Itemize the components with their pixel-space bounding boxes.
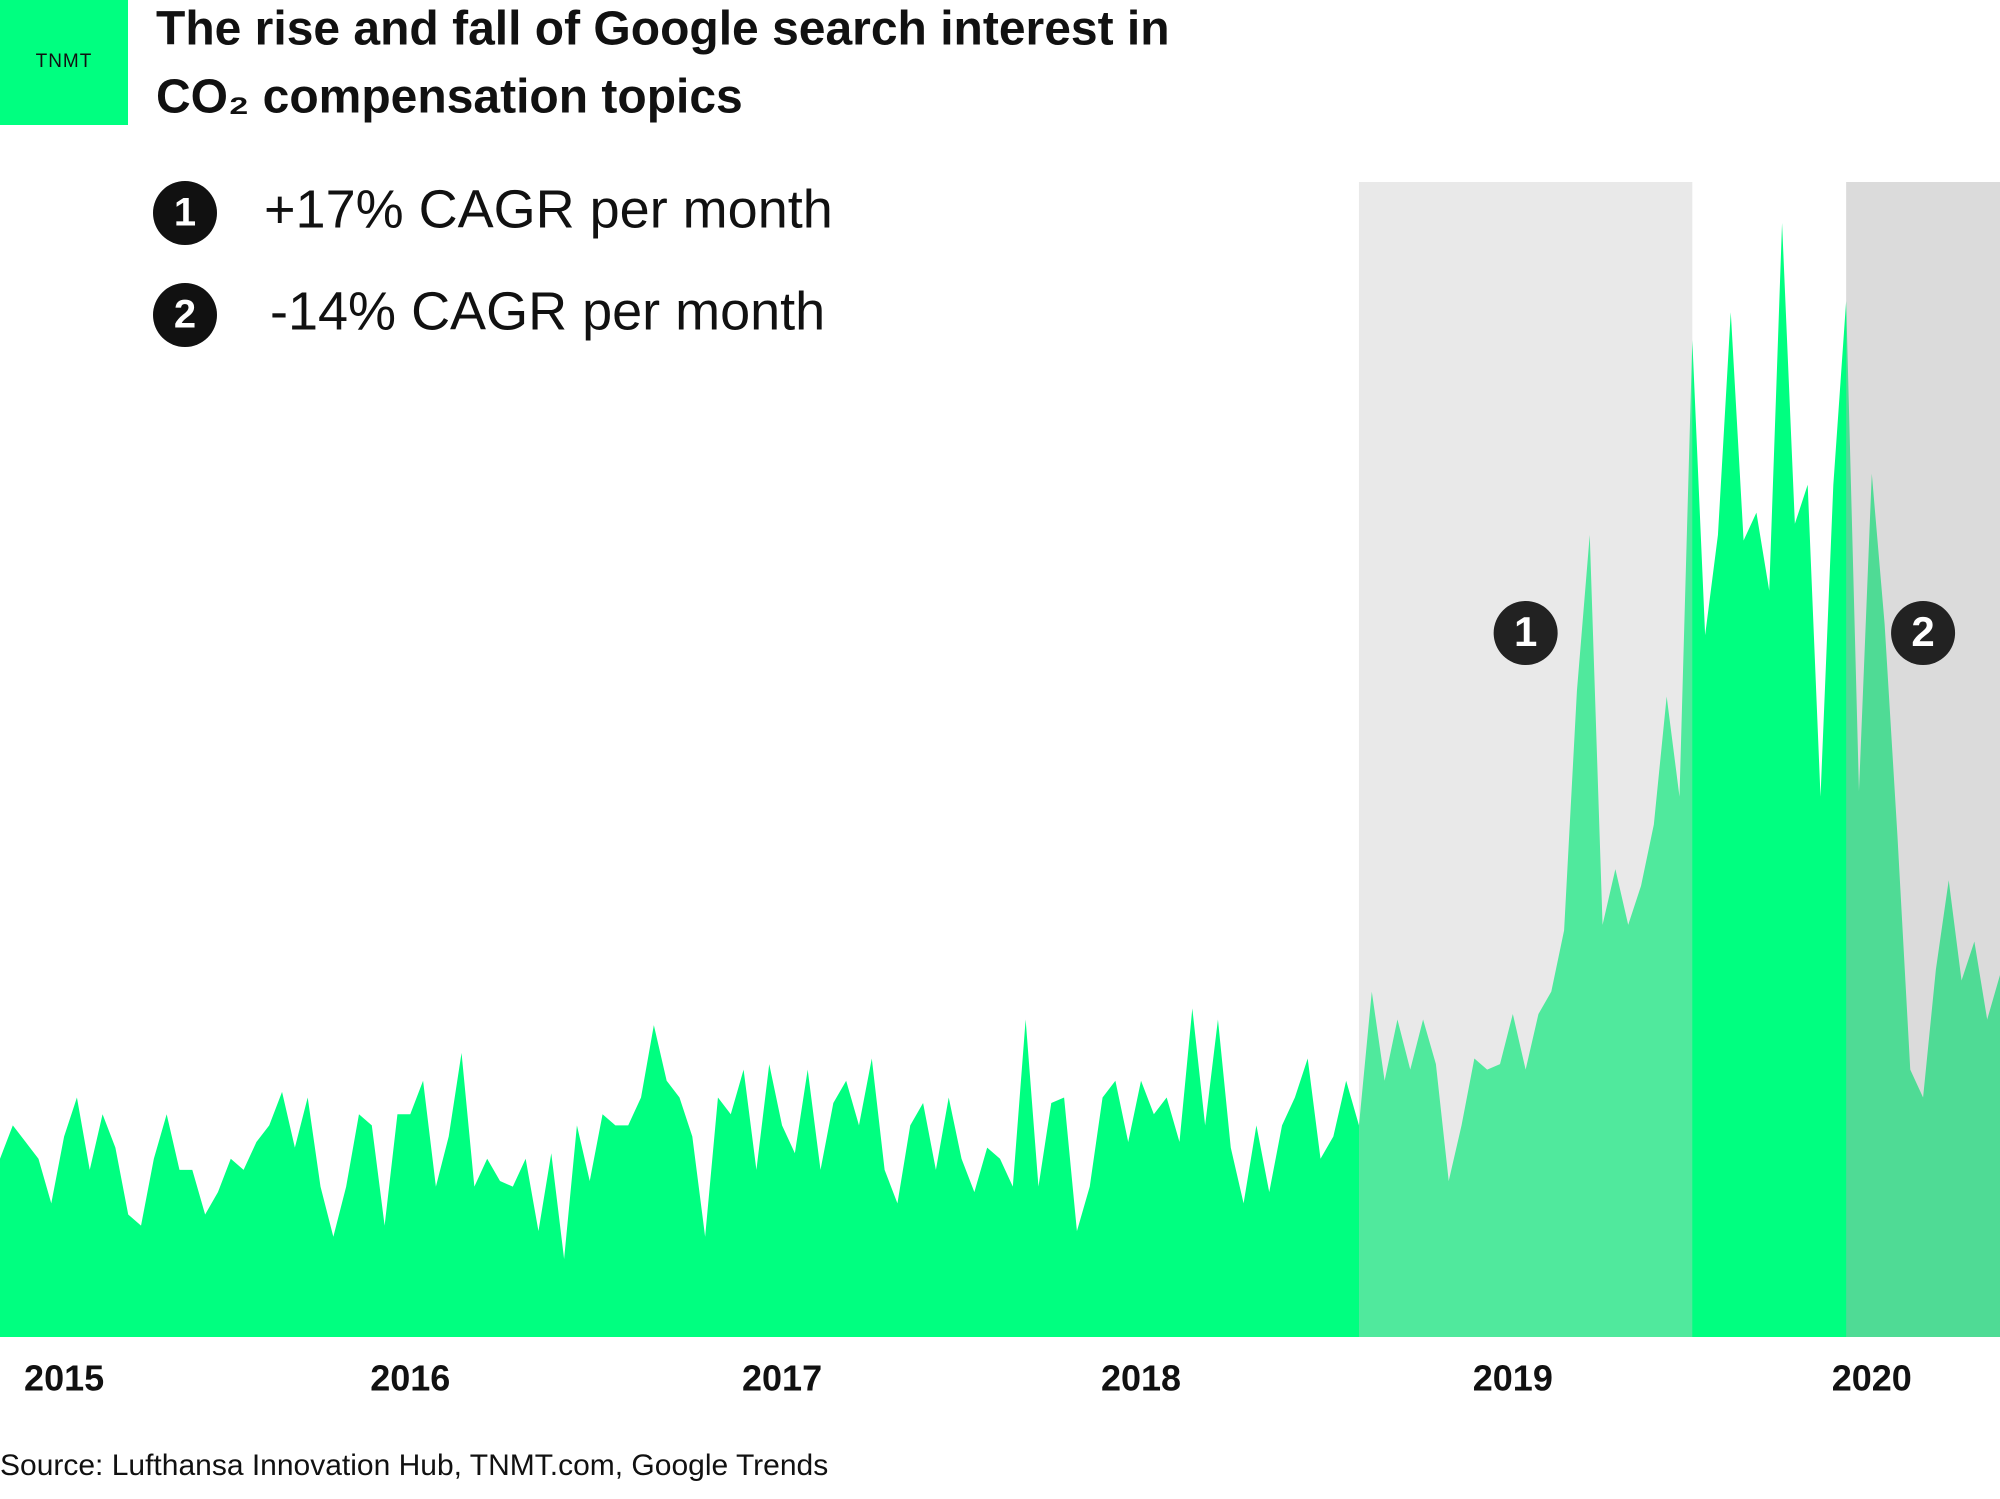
chart-title: CO₂ compensation topics (156, 71, 743, 124)
highlight-badge-label: 1 (1514, 608, 1537, 655)
highlight-badge (1493, 601, 1558, 665)
note-badge-label: 2 (174, 293, 196, 337)
note-badge-label: 1 (174, 191, 196, 235)
x-tick-label: 2020 (1832, 1358, 1912, 1399)
logo-box (0, 0, 128, 125)
note-badge (153, 283, 217, 347)
highlight-badge (1891, 601, 1956, 665)
x-tick-label: 2016 (370, 1358, 450, 1399)
area (0, 223, 2000, 1337)
note-text: +17% CAGR per month (264, 179, 833, 239)
x-tick-label: 2018 (1101, 1358, 1181, 1399)
chart-title: The rise and fall of Google search inter… (156, 3, 1170, 56)
x-tick-label: 2015 (24, 1358, 104, 1399)
highlight-region (1358, 182, 1693, 1337)
x-tick-label: 2017 (742, 1358, 822, 1399)
highlight-badge-label: 2 (1911, 608, 1934, 655)
note-text: -14% CAGR per month (270, 281, 825, 341)
highlight-region (1846, 182, 2000, 1337)
logo: TNMT (36, 51, 93, 72)
x-tick-label: 2019 (1473, 1358, 1553, 1399)
source: Source: Lufthansa Innovation Hub, TNMT.c… (0, 1449, 828, 1482)
note-badge (153, 181, 217, 245)
